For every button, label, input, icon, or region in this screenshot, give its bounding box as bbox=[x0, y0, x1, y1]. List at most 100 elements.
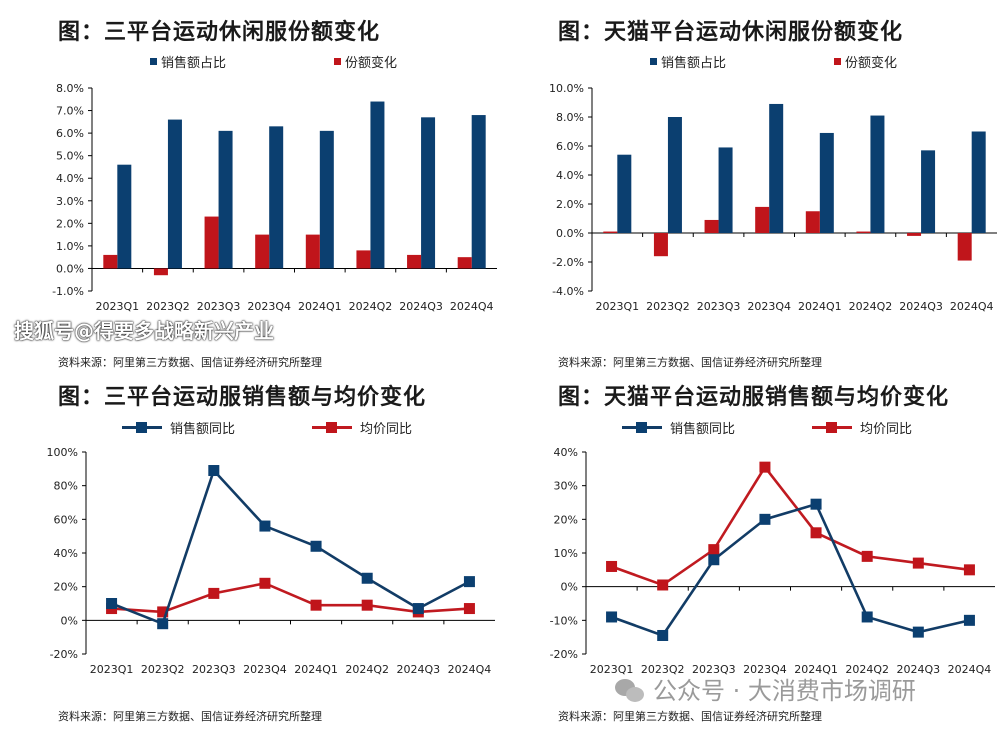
point-sales-yoy bbox=[708, 554, 720, 566]
bar-share-change bbox=[907, 233, 922, 236]
bar-sales-share bbox=[167, 119, 182, 269]
bar-share-change bbox=[603, 231, 618, 233]
bar-sales-share bbox=[971, 131, 986, 233]
bar-sales-share bbox=[269, 126, 284, 269]
legend-item: 销售额同比 bbox=[122, 418, 235, 437]
legend-label: 份额变化 bbox=[345, 56, 398, 71]
bar-sales-share bbox=[319, 130, 334, 269]
legend-item: 销售额占比 bbox=[650, 52, 726, 71]
x-tick-label: 2023Q2 bbox=[146, 300, 190, 313]
point-price-yoy bbox=[310, 599, 322, 611]
legend-label: 销售额占比 bbox=[161, 56, 227, 71]
x-tick-label: 2024Q1 bbox=[294, 663, 338, 676]
bar-sales-share bbox=[921, 150, 936, 233]
x-tick-label: 2023Q3 bbox=[192, 663, 236, 676]
x-tick-label: 2023Q4 bbox=[747, 300, 791, 313]
legend-label: 均价同比 bbox=[860, 422, 913, 437]
y-tick-label: 5.0% bbox=[56, 150, 84, 163]
legend-label: 销售额占比 bbox=[661, 56, 727, 71]
point-price-yoy bbox=[606, 560, 618, 572]
point-sales-yoy bbox=[208, 465, 220, 477]
point-price-yoy bbox=[963, 564, 975, 576]
x-tick-label: 2023Q2 bbox=[641, 663, 685, 676]
x-tick-label: 2023Q1 bbox=[590, 663, 634, 676]
x-tick-label: 2024Q2 bbox=[345, 663, 389, 676]
bar-sales-share bbox=[769, 103, 784, 233]
x-tick-label: 2024Q1 bbox=[298, 300, 342, 313]
point-price-yoy bbox=[208, 587, 220, 599]
point-price-yoy bbox=[912, 557, 924, 569]
x-tick-label: 2023Q1 bbox=[90, 663, 134, 676]
x-tick-label: 2023Q3 bbox=[692, 663, 736, 676]
chart-panel-three-platform-yoy: -20% 0% 20% 40% 60% 80% 100% 2023Q1 2023Q2 2023Q3… bbox=[0, 367, 500, 734]
x-tick-label: 2023Q4 bbox=[243, 663, 287, 676]
y-tick-label: 2.0% bbox=[556, 198, 584, 211]
point-price-yoy bbox=[361, 599, 373, 611]
chart-title: 图：三平台运动休闲服份额变化 bbox=[58, 20, 381, 45]
y-tick-label: 4.0% bbox=[56, 172, 84, 185]
y-tick-label: -4.0% bbox=[552, 285, 584, 298]
bar-sales-share bbox=[421, 117, 436, 269]
x-tick-label: 2024Q1 bbox=[794, 663, 838, 676]
y-tick-label: -1.0% bbox=[52, 285, 84, 298]
legend-swatch bbox=[622, 422, 662, 433]
y-tick-label: -2.0% bbox=[552, 256, 584, 269]
y-tick-label: 8.0% bbox=[556, 111, 584, 124]
x-tick-label: 2024Q1 bbox=[798, 300, 842, 313]
y-tick-label: 2.0% bbox=[56, 217, 84, 230]
y-tick-label: 0.0% bbox=[556, 227, 584, 240]
x-tick-label: 2024Q3 bbox=[399, 300, 443, 313]
point-price-yoy bbox=[759, 461, 771, 473]
bar-share-change bbox=[957, 233, 972, 261]
watermark-text: 公众号 · 大消费市场调研 bbox=[653, 677, 916, 705]
y-tick-label: 8.0% bbox=[56, 82, 84, 95]
line-sales-yoy bbox=[111, 468, 471, 626]
x-tick-label: 2024Q2 bbox=[845, 663, 889, 676]
line-sales-yoy bbox=[611, 502, 970, 638]
point-sales-yoy bbox=[606, 611, 618, 623]
x-tick-label: 2023Q2 bbox=[646, 300, 690, 313]
bar-sales-share bbox=[617, 154, 632, 233]
point-sales-yoy bbox=[361, 572, 373, 584]
bar-chart: -4.0% -2.0% 0.0% 2.0% 4.0% 6.0% 8.0% 10.0% 2023Q… bbox=[549, 82, 997, 313]
x-tick-label: 2023Q4 bbox=[743, 663, 787, 676]
bar-chart: -1.0% 0.0% 1.0% 2.0% 3.0% 4.0% 5.0% 6.0% 7.0% 8.0… bbox=[52, 82, 497, 313]
y-tick-label: 30% bbox=[554, 480, 578, 493]
line-price-yoy bbox=[611, 464, 970, 587]
legend-item: 均价同比 bbox=[312, 418, 412, 437]
source-note: 资料来源：阿里第三方数据、国信证券经济研究所整理 bbox=[58, 710, 322, 723]
bar-share-change bbox=[356, 250, 371, 269]
bar-share-change bbox=[153, 268, 168, 276]
x-tick-label: 2023Q3 bbox=[697, 300, 741, 313]
x-tick-label: 2024Q2 bbox=[849, 300, 893, 313]
y-tick-label: -20% bbox=[50, 648, 78, 661]
bar-sales-share bbox=[370, 101, 385, 269]
y-tick-label: 10% bbox=[554, 547, 578, 560]
point-sales-yoy bbox=[861, 611, 873, 623]
x-tick-label: 2024Q2 bbox=[349, 300, 393, 313]
legend-label: 均价同比 bbox=[360, 422, 413, 437]
y-tick-label: 60% bbox=[54, 513, 78, 526]
x-tick-label: 2024Q4 bbox=[450, 300, 494, 313]
bar-share-change bbox=[457, 257, 472, 269]
bar-share-change bbox=[204, 216, 219, 269]
legend-label: 份额变化 bbox=[845, 56, 898, 71]
y-tick-label: 0% bbox=[561, 581, 578, 594]
line-chart: -20% 0% 20% 40% 60% 80% 100% 2023Q1 2023Q2 2023Q3… bbox=[47, 446, 495, 676]
point-sales-yoy bbox=[963, 614, 975, 626]
legend-item: 销售额占比 bbox=[150, 52, 226, 71]
point-price-yoy bbox=[657, 579, 669, 591]
y-tick-label: 3.0% bbox=[56, 195, 84, 208]
point-price-yoy bbox=[861, 550, 873, 562]
bar-share-change bbox=[704, 219, 719, 233]
chart-panel-tmall-share: -4.0% -2.0% 0.0% 2.0% 4.0% 6.0% 8.0% 10.0% 2023Q… bbox=[500, 0, 1000, 369]
y-tick-label: 0.0% bbox=[56, 262, 84, 275]
x-tick-label: 2023Q1 bbox=[95, 300, 139, 313]
wechat-icon bbox=[615, 679, 645, 703]
bar-share-change bbox=[653, 233, 668, 257]
point-sales-yoy bbox=[310, 540, 322, 552]
legend-label: 销售额同比 bbox=[170, 422, 236, 437]
chart-title: 图：天猫平台运动休闲服份额变化 bbox=[558, 20, 904, 45]
legend-item: 均价同比 bbox=[812, 418, 912, 437]
point-sales-yoy bbox=[157, 618, 169, 630]
